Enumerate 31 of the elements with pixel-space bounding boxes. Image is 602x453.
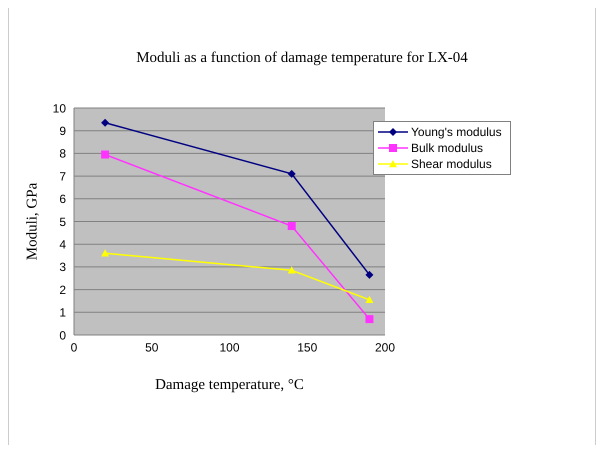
x-tick-label: 50 xyxy=(145,340,159,355)
y-tick-label: 10 xyxy=(52,101,66,116)
y-tick-label: 4 xyxy=(59,237,66,252)
point xyxy=(101,118,110,127)
point xyxy=(101,150,110,159)
y-tick-label: 8 xyxy=(59,146,66,161)
x-tick-label: 150 xyxy=(297,340,318,355)
x-tick-label: 0 xyxy=(70,340,78,355)
point xyxy=(288,266,296,274)
y-tick-label: 3 xyxy=(59,260,66,274)
legend-label: Shear modulus xyxy=(411,156,492,172)
chart-title: Moduli as a function of damage temperature for LX-04 xyxy=(135,50,469,67)
y-axis-title: Moduli, GPa xyxy=(24,182,40,260)
point xyxy=(288,170,296,178)
point xyxy=(365,296,374,304)
point xyxy=(101,249,110,256)
y-tick-label: 7 xyxy=(59,169,66,184)
y-tick-label: 5 xyxy=(59,214,66,229)
legend-label: Bulk modulus xyxy=(411,140,484,156)
y-tick-label: 2 xyxy=(59,282,66,297)
y-tick-label: 6 xyxy=(59,192,66,206)
x-tick-label: 200 xyxy=(374,340,396,355)
y-tick-label: 9 xyxy=(59,124,66,138)
point xyxy=(365,315,374,324)
y-tick-label: 0 xyxy=(59,328,66,342)
point xyxy=(288,222,296,230)
point xyxy=(365,270,374,279)
legend-label: Young's modulus xyxy=(411,124,502,140)
y-tick-label: 1 xyxy=(59,306,66,320)
x-tick-label: 100 xyxy=(219,340,240,355)
x-axis-title: Damage temperature, °C xyxy=(155,377,304,393)
